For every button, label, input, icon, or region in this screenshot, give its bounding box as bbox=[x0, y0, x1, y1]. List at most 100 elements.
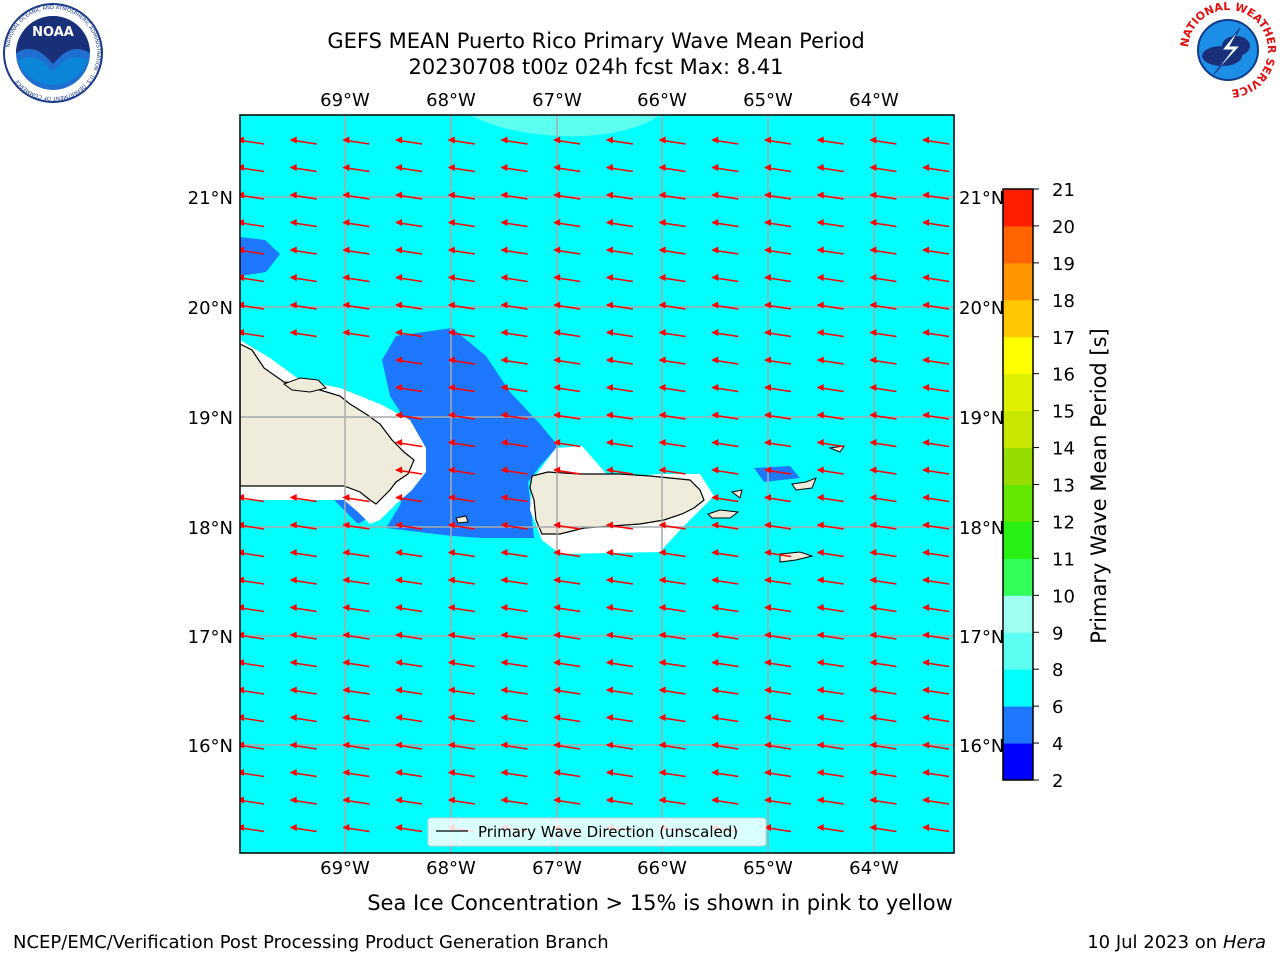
lat-label-left: 19°N bbox=[188, 408, 233, 429]
wave-arrow bbox=[711, 274, 739, 283]
wave-arrow bbox=[711, 604, 739, 613]
wave-arrow bbox=[240, 164, 265, 173]
lat-label-left: 16°N bbox=[188, 736, 233, 757]
wave-arrow bbox=[289, 274, 317, 283]
wave-arrow bbox=[553, 219, 581, 228]
wave-arrow bbox=[553, 439, 581, 448]
wave-arrow bbox=[447, 576, 475, 585]
wave-arrow bbox=[869, 549, 897, 558]
wave-arrow bbox=[658, 136, 686, 145]
wave-arrow bbox=[658, 466, 686, 475]
lat-label-right: 19°N bbox=[959, 408, 1004, 429]
wave-arrow bbox=[711, 686, 739, 695]
wave-arrow bbox=[553, 549, 581, 558]
colorbar-swatch bbox=[1003, 225, 1033, 264]
wave-arrow bbox=[605, 301, 634, 310]
wave-arrow bbox=[289, 659, 317, 668]
wave-arrow bbox=[869, 604, 897, 613]
lon-label-bottom: 64°W bbox=[849, 858, 899, 879]
wave-arrow bbox=[289, 631, 317, 640]
wave-arrow bbox=[711, 219, 739, 228]
wave-arrow bbox=[342, 301, 370, 310]
wave-arrow bbox=[553, 384, 581, 393]
wave-arrow bbox=[869, 246, 897, 255]
wave-arrow bbox=[240, 191, 265, 200]
colorbar-tick-label: 21 bbox=[1052, 180, 1075, 201]
wave-arrow bbox=[447, 466, 475, 475]
wave-arrow bbox=[289, 796, 317, 805]
wave-arrow bbox=[711, 301, 739, 310]
wave-direction-arrows bbox=[240, 136, 950, 833]
tortuga-area bbox=[282, 377, 327, 393]
wave-arrow bbox=[395, 659, 423, 668]
colorbar-swatch bbox=[1003, 299, 1033, 338]
lat-label-right: 21°N bbox=[959, 188, 1004, 209]
wave-arrow bbox=[289, 219, 317, 228]
wave-arrow bbox=[605, 191, 634, 200]
wave-arrow bbox=[553, 521, 581, 530]
wave-arrow bbox=[816, 714, 844, 723]
culebra-island bbox=[730, 489, 743, 499]
lon-label-bottom: 68°W bbox=[426, 858, 476, 879]
wave-arrow bbox=[658, 164, 686, 173]
wave-arrow bbox=[289, 686, 317, 695]
wave-arrow bbox=[922, 329, 950, 338]
lat-label-left: 17°N bbox=[188, 627, 233, 648]
wave-arrow bbox=[240, 769, 265, 778]
wave-arrow bbox=[289, 246, 317, 255]
wave-arrow bbox=[658, 576, 686, 585]
wave-arrow bbox=[816, 329, 844, 338]
wave-arrow bbox=[922, 219, 950, 228]
wave-arrow bbox=[553, 769, 581, 778]
colorbar-tick-label: 15 bbox=[1052, 402, 1075, 423]
wave-arrow bbox=[658, 521, 686, 530]
wave-arrow bbox=[240, 136, 265, 145]
wave-arrow bbox=[395, 384, 423, 393]
wave-arrow bbox=[869, 164, 897, 173]
wave-arrow bbox=[658, 659, 686, 668]
wave-arrow bbox=[553, 246, 581, 255]
wave-arrow bbox=[342, 521, 370, 530]
wave-arrow bbox=[240, 796, 265, 805]
wave-arrow bbox=[447, 246, 475, 255]
period-contour-4-6-hisp-south bbox=[332, 498, 368, 524]
wave-arrow bbox=[711, 356, 739, 365]
wave-arrow bbox=[289, 164, 317, 173]
wave-arrow bbox=[764, 604, 792, 613]
wave-arrow bbox=[922, 466, 950, 475]
lon-label-top: 67°W bbox=[532, 90, 582, 111]
wave-arrow bbox=[553, 576, 581, 585]
wave-arrow bbox=[816, 604, 844, 613]
colorbar-tick-label: 16 bbox=[1052, 365, 1075, 386]
wave-arrow bbox=[605, 136, 634, 145]
wave-arrow bbox=[764, 714, 792, 723]
wave-arrow bbox=[922, 769, 950, 778]
wave-arrow bbox=[869, 411, 897, 420]
vieques-island bbox=[707, 509, 740, 519]
wave-arrow bbox=[764, 191, 792, 200]
wave-arrow bbox=[500, 769, 528, 778]
wave-arrow bbox=[289, 576, 317, 585]
wave-arrow bbox=[289, 136, 317, 145]
wave-arrow bbox=[605, 439, 634, 448]
wave-arrow bbox=[447, 329, 475, 338]
wave-arrow bbox=[922, 384, 950, 393]
wave-arrow bbox=[605, 549, 634, 558]
wave-arrow bbox=[922, 246, 950, 255]
wave-arrow bbox=[289, 549, 317, 558]
wave-arrow bbox=[500, 301, 528, 310]
colorbar-swatch bbox=[1003, 262, 1033, 301]
wave-arrow bbox=[764, 549, 792, 558]
wave-arrow bbox=[395, 549, 423, 558]
wave-arrow bbox=[764, 824, 792, 833]
wave-arrow bbox=[869, 439, 897, 448]
wave-arrow bbox=[816, 274, 844, 283]
map-frame bbox=[239, 114, 955, 854]
wave-arrow bbox=[553, 659, 581, 668]
wave-arrow bbox=[605, 796, 634, 805]
wave-arrow bbox=[553, 329, 581, 338]
wave-arrow bbox=[816, 191, 844, 200]
wave-arrow bbox=[605, 604, 634, 613]
wave-arrow bbox=[764, 164, 792, 173]
lon-label-top: 68°W bbox=[426, 90, 476, 111]
